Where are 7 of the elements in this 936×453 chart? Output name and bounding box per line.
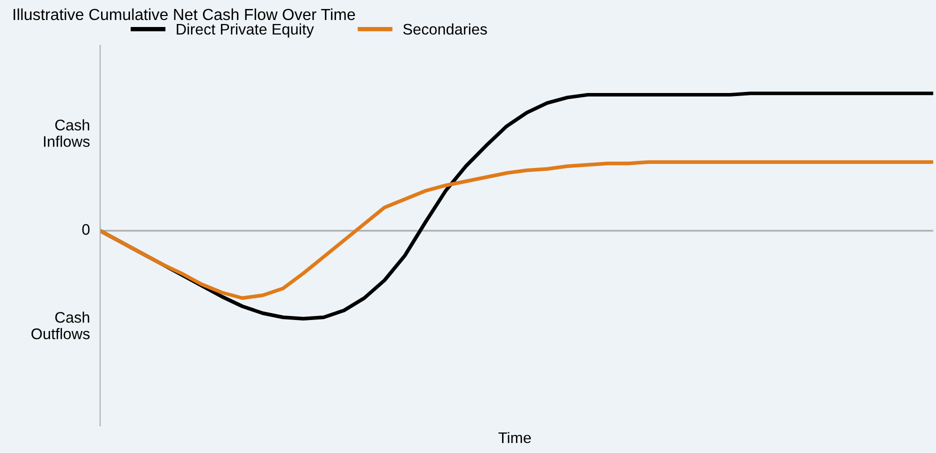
legend-label: Secondaries: [403, 23, 487, 35]
text: Cash Inflows: [44, 119, 90, 147]
chart-title: Illustrative Cumulative Net Cash Flow Over Time: [14, 8, 355, 20]
legend-label: Direct Private Equity: [176, 23, 314, 38]
text: Time: [498, 432, 531, 444]
ref-line-label: 0: [82, 224, 90, 235]
text: Cash Outflows: [31, 312, 90, 340]
